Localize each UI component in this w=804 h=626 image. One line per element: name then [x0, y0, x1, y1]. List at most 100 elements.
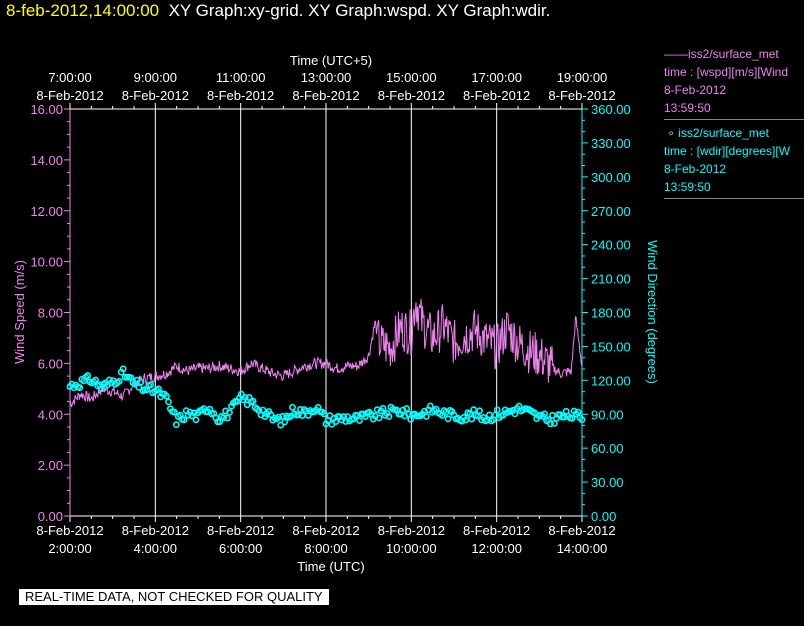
top-axis-tick-date: 8-Feb-2012 — [292, 88, 359, 103]
wind-direction-point — [375, 414, 383, 422]
right-axis-tick-label: 210.00 — [591, 272, 631, 287]
wind-direction-point — [249, 397, 257, 405]
wind-direction-point — [468, 415, 476, 423]
bottom-axis-tick-time: 6:00:00 — [219, 541, 262, 556]
right-axis-tick-label: 360.00 — [591, 102, 631, 117]
grid-lines — [154, 109, 498, 516]
top-axis-tick-date: 8-Feb-2012 — [548, 88, 615, 103]
top-axis-tick-time: 9:00:00 — [134, 70, 177, 85]
bottom-axis-tick-time: 12:00:00 — [471, 541, 522, 556]
wind-direction-point — [192, 416, 200, 424]
bottom-axis-tick-time: 2:00:00 — [48, 541, 91, 556]
legend-entry-wspd: ——iss2/surface_met time : [wspd][m/s][Wi… — [664, 45, 804, 117]
wind-direction-point — [470, 406, 478, 414]
wind-speed-line — [69, 298, 583, 408]
bottom-axis-tick-date: 8-Feb-2012 — [122, 523, 189, 538]
tick-labels: 0.00 2.00 4.00 6.00 8.00 10.00 12.00 14.00 16.00… — [30, 70, 630, 556]
wind-direction-point — [574, 408, 582, 416]
legend-series-name: iss2/surface_met — [688, 47, 779, 61]
axes — [64, 103, 588, 522]
wind-direction-point — [403, 405, 411, 412]
bottom-axis-tick-time: 10:00:00 — [386, 541, 437, 556]
wind-direction-point — [356, 417, 363, 424]
wind-direction-point — [462, 416, 470, 424]
wind-direction-point — [76, 384, 84, 392]
bottom-axis-tick-time: 4:00:00 — [134, 541, 177, 556]
legend-line-marker: —— — [664, 47, 688, 61]
wind-direction-point — [147, 381, 155, 389]
wind-direction-point — [92, 376, 99, 384]
right-axis-title: Wind Direction (degrees) — [645, 240, 660, 384]
top-axis-tick-date: 8-Feb-2012 — [122, 88, 189, 103]
title-graph-list: XY Graph:xy-grid. XY Graph:wspd. XY Grap… — [168, 1, 551, 20]
wind-direction-point — [180, 416, 188, 424]
wind-direction-point — [541, 410, 548, 418]
wind-direction-point — [137, 378, 145, 386]
left-axis-tick-label: 0.00 — [38, 509, 63, 524]
legend-divider — [664, 119, 804, 120]
wind-direction-point — [190, 409, 198, 417]
bottom-axis-tick-date: 8-Feb-2012 — [207, 523, 274, 538]
bottom-axis-tick-date: 8-Feb-2012 — [36, 523, 103, 538]
right-axis-tick-label: 0.00 — [591, 509, 616, 524]
wind-direction-point — [277, 421, 285, 429]
bottom-axis-tick-time: 14:00:00 — [557, 541, 608, 556]
top-axis-tick-date: 8-Feb-2012 — [463, 88, 530, 103]
wind-direction-point — [119, 365, 127, 373]
right-axis-tick-label: 120.00 — [591, 373, 631, 388]
top-axis-tick-time: 13:00:00 — [301, 70, 352, 85]
wind-direction-point — [485, 411, 493, 419]
top-axis-tick-time: 15:00:00 — [386, 70, 437, 85]
wind-direction-point — [547, 420, 554, 428]
left-axis-title: Wind Speed (m/s) — [12, 260, 27, 364]
wind-direction-point — [241, 394, 249, 401]
right-axis-tick-label: 90.00 — [591, 407, 624, 422]
wind-direction-point — [165, 398, 172, 406]
wind-direction-point — [275, 413, 283, 421]
wind-direction-point — [426, 402, 434, 410]
left-axis-tick-label: 12.00 — [30, 204, 63, 219]
series-layer — [66, 298, 586, 429]
wind-direction-point — [279, 412, 287, 420]
legend-circle-marker: ∘ — [667, 126, 675, 140]
left-axis-tick-label: 6.00 — [38, 356, 63, 371]
left-axis-tick-label: 8.00 — [38, 306, 63, 321]
wind-direction-point — [155, 385, 162, 393]
wind-direction-point — [259, 406, 267, 414]
top-axis-tick-time: 7:00:00 — [48, 70, 91, 85]
wind-direction-point — [281, 418, 288, 426]
wind-direction-point — [296, 405, 304, 413]
wind-direction-point — [568, 414, 576, 422]
left-axis-tick-label: 4.00 — [38, 407, 63, 422]
left-axis-tick-label: 14.00 — [30, 153, 63, 168]
wind-direction-point — [320, 410, 328, 418]
right-axis-tick-label: 30.00 — [591, 475, 624, 490]
legend-time: 13:59:50 — [664, 180, 711, 194]
wind-direction-point — [373, 406, 381, 414]
right-axis-tick-label: 270.00 — [591, 204, 631, 219]
top-axis-tick-date: 8-Feb-2012 — [36, 88, 103, 103]
wind-direction-point — [560, 413, 568, 421]
wind-direction-point — [226, 409, 233, 416]
window-title: 8-feb-2012,14:00:00 XY Graph:xy-grid. XY… — [6, 1, 550, 21]
wind-direction-point — [379, 404, 387, 412]
right-axis-tick-label: 150.00 — [591, 339, 631, 354]
wind-direction-point — [289, 403, 296, 411]
top-axis-tick-time: 11:00:00 — [216, 70, 266, 85]
wind-direction-point — [237, 390, 245, 398]
right-axis-tick-label: 240.00 — [591, 238, 631, 253]
left-axis-tick-label: 16.00 — [30, 102, 63, 117]
right-axis-tick-label: 60.00 — [591, 441, 624, 456]
wind-direction-point — [170, 408, 178, 416]
legend-date: 8-Feb-2012 — [664, 83, 727, 97]
top-axis-title: Time (UTC+5) — [290, 53, 372, 68]
wind-direction-point — [163, 392, 170, 400]
wind-direction-point — [267, 411, 275, 418]
wind-direction-point — [476, 407, 483, 415]
legend-date: 8-Feb-2012 — [664, 162, 727, 176]
wind-direction-point — [115, 377, 123, 385]
right-axis-tick-label: 330.00 — [591, 136, 631, 151]
wind-direction-point — [385, 413, 393, 420]
legend: ——iss2/surface_met time : [wspd][m/s][Wi… — [664, 45, 804, 203]
right-axis-tick-label: 180.00 — [591, 306, 631, 321]
